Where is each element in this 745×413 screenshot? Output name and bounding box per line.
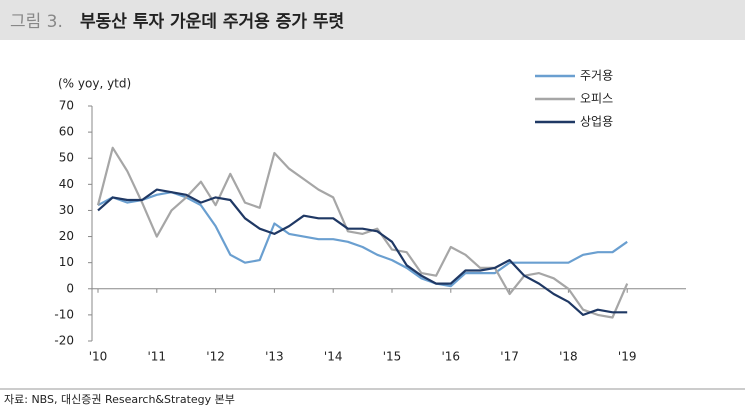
y-tick-label: -20: [54, 334, 74, 348]
y-tick-label: 30: [59, 203, 74, 217]
x-tick-label: '14: [324, 350, 343, 364]
chart-title: 부동산 투자 가운데 주거용 증가 뚜렷: [80, 12, 344, 32]
x-tick-label: '17: [500, 350, 519, 364]
x-tick-label: '18: [559, 350, 578, 364]
x-tick-label: '11: [148, 350, 167, 364]
y-tick-label: 50: [59, 151, 74, 165]
x-tick-label: '10: [89, 350, 108, 364]
y-tick-label: 60: [59, 125, 74, 139]
legend-label: 오피스: [580, 92, 613, 106]
x-tick-label: '16: [442, 350, 461, 364]
x-tick-label: '13: [265, 350, 284, 364]
y-tick-label: 70: [59, 99, 74, 113]
x-tick-label: '19: [618, 350, 637, 364]
y-tick-label: 10: [59, 255, 74, 269]
series-line: [96, 146, 629, 319]
legend-label: 상업용: [580, 115, 613, 129]
header-band: [0, 0, 745, 40]
figure-label: 그림 3.: [10, 12, 63, 32]
y-tick-label: 40: [59, 177, 74, 191]
y-tick-label: 20: [59, 229, 74, 243]
y-tick-label: -10: [54, 307, 74, 321]
legend-label: 주거용: [580, 69, 613, 83]
y-axis-label: (% yoy, ytd): [58, 77, 131, 91]
x-tick-label: '12: [206, 350, 225, 364]
source: 자료: NBS, 대신증권 Research&Strategy 본부: [4, 393, 235, 406]
x-tick-label: '15: [383, 350, 402, 364]
series-line: [97, 188, 628, 316]
y-tick-label: 0: [66, 281, 74, 295]
